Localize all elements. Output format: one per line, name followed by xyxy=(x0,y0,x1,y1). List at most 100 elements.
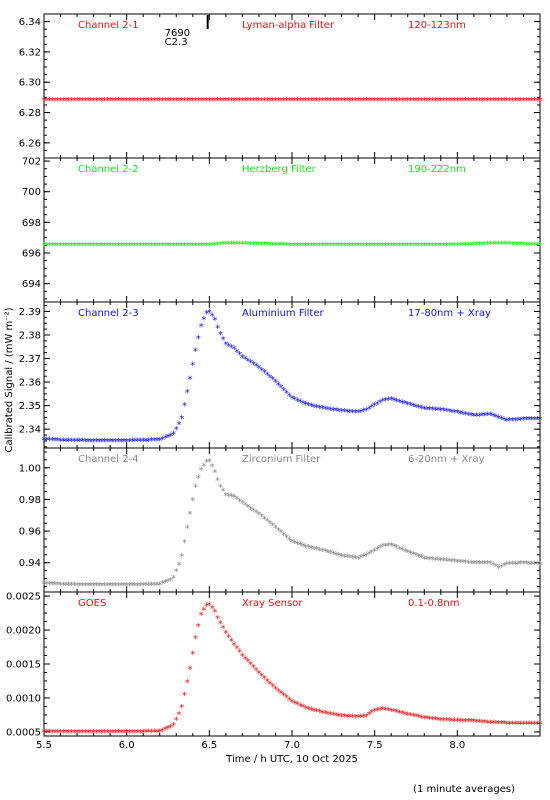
data-point: * xyxy=(99,96,104,107)
data-point: * xyxy=(157,580,162,591)
data-point: * xyxy=(496,96,501,107)
data-point: * xyxy=(422,241,427,252)
data-point: * xyxy=(383,541,388,552)
data-point: * xyxy=(290,698,295,709)
data-point: * xyxy=(135,581,140,592)
data-point: * xyxy=(190,496,195,507)
data-point: * xyxy=(229,239,234,250)
data-point: * xyxy=(204,602,209,613)
data-point: * xyxy=(469,240,474,251)
data-point: * xyxy=(132,96,137,107)
data-point: * xyxy=(212,96,217,107)
data-point: * xyxy=(295,540,300,551)
panel-channel-label: Channel 2-1 xyxy=(78,20,139,31)
data-point: * xyxy=(243,501,248,512)
data-point: * xyxy=(102,437,107,448)
data-point: * xyxy=(301,703,306,714)
data-point: * xyxy=(108,581,113,592)
data-point: * xyxy=(94,241,99,252)
data-point: * xyxy=(88,728,93,739)
data-point: * xyxy=(444,716,449,727)
data-point: * xyxy=(75,437,80,448)
data-point: * xyxy=(383,96,388,107)
data-point: * xyxy=(223,96,228,107)
data-point: * xyxy=(347,553,352,564)
data-point: * xyxy=(146,96,151,107)
data-point: * xyxy=(124,96,129,107)
data-point: * xyxy=(245,240,250,251)
data-point: * xyxy=(496,564,501,575)
data-point: * xyxy=(391,396,396,407)
data-point: * xyxy=(402,547,407,558)
data-point: * xyxy=(458,96,463,107)
data-point: * xyxy=(232,239,237,250)
data-point: * xyxy=(350,553,355,564)
data-point: * xyxy=(177,710,182,721)
data-point: * xyxy=(58,96,63,107)
data-point: * xyxy=(474,412,479,423)
data-point: * xyxy=(317,546,322,557)
data-point: * xyxy=(529,96,534,107)
data-point: * xyxy=(138,241,143,252)
data-point: * xyxy=(375,400,380,411)
data-point: * xyxy=(526,559,531,570)
data-point: * xyxy=(124,581,129,592)
data-point: * xyxy=(113,241,118,252)
data-point: * xyxy=(331,550,336,561)
data-point: * xyxy=(436,406,441,417)
data-point: * xyxy=(444,96,449,107)
data-point: * xyxy=(372,401,377,412)
data-point: * xyxy=(295,700,300,711)
data-point: * xyxy=(425,555,430,566)
data-point: * xyxy=(347,96,352,107)
data-point: * xyxy=(482,411,487,422)
data-point: * xyxy=(47,96,52,107)
data-point: * xyxy=(108,241,113,252)
data-point: * xyxy=(182,690,187,701)
data-point: * xyxy=(485,411,490,422)
data-point: * xyxy=(449,241,454,252)
data-point: * xyxy=(149,241,154,252)
data-point: * xyxy=(72,96,77,107)
data-point: * xyxy=(75,728,80,739)
data-point: * xyxy=(207,600,212,611)
data-point: * xyxy=(502,239,507,250)
panel-filter-label: Lyman-alpha Filter xyxy=(242,20,335,31)
data-point: * xyxy=(77,581,82,592)
data-point: * xyxy=(248,504,253,515)
data-point: * xyxy=(375,545,380,556)
data-point: * xyxy=(69,96,74,107)
data-point: * xyxy=(471,559,476,570)
data-point: * xyxy=(259,366,264,377)
data-point: * xyxy=(378,398,383,409)
data-point: * xyxy=(132,728,137,739)
data-point: * xyxy=(328,96,333,107)
data-point: * xyxy=(493,719,498,730)
data-point: * xyxy=(86,96,91,107)
data-point: * xyxy=(105,728,110,739)
data-point: * xyxy=(80,728,85,739)
data-point: * xyxy=(466,558,471,569)
data-point: * xyxy=(240,499,245,510)
event-marker-class: C2.3 xyxy=(165,37,188,48)
data-point: * xyxy=(361,241,366,252)
data-point: * xyxy=(248,96,253,107)
data-point: * xyxy=(102,728,107,739)
data-point: * xyxy=(55,241,60,252)
data-point: * xyxy=(538,719,543,730)
data-point: * xyxy=(499,239,504,250)
data-point: * xyxy=(400,709,405,720)
data-point: * xyxy=(496,413,501,424)
data-point: * xyxy=(364,241,369,252)
data-point: * xyxy=(251,360,256,371)
y-tick-label: 0.0025 xyxy=(6,592,41,603)
data-point: * xyxy=(141,728,146,739)
data-point: * xyxy=(496,239,501,250)
data-point: * xyxy=(477,718,482,729)
data-point: * xyxy=(237,648,242,659)
data-point: * xyxy=(287,96,292,107)
data-point: * xyxy=(317,96,322,107)
data-point: * xyxy=(221,624,226,635)
data-point: * xyxy=(270,240,275,251)
data-point: * xyxy=(243,355,248,366)
